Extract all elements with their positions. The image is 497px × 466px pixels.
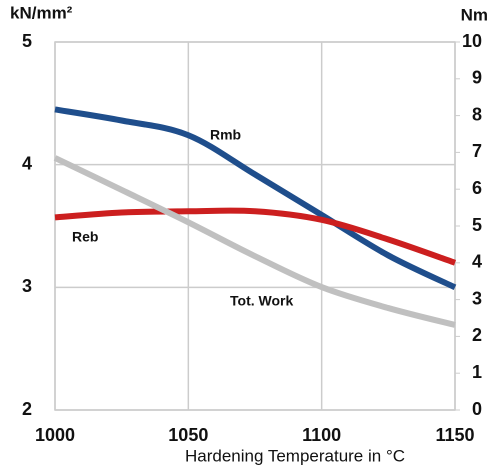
y2-tick-label: 0 <box>472 399 482 419</box>
x-tick-label: 1000 <box>35 425 75 445</box>
y2-axis-label: Nm <box>461 5 488 24</box>
x-axis-label: Hardening Temperature in °C <box>185 446 405 465</box>
series-label: Tot. Work <box>230 293 293 309</box>
y2-tick-label: 1 <box>472 362 482 382</box>
x-tick-label: 1100 <box>302 425 341 445</box>
y2-tick-label: 5 <box>472 215 482 235</box>
y-tick-label: 5 <box>22 31 32 51</box>
line <box>54 207 456 266</box>
x-tick-label: 1050 <box>168 425 208 445</box>
line <box>54 106 457 291</box>
y2-tick-label: 2 <box>472 325 482 345</box>
x-tick-label: 1150 <box>435 425 474 445</box>
plot-area <box>54 41 456 411</box>
series-label: Reb <box>72 229 98 245</box>
y2-tick-label: 10 <box>462 31 482 51</box>
y-tick-label: 2 <box>22 399 32 419</box>
y-tick-label: 3 <box>22 276 32 296</box>
y-tick-label: 4 <box>22 153 32 173</box>
line <box>53 155 456 328</box>
y2-tick-label: 9 <box>472 68 482 88</box>
y2-tick-label: 3 <box>472 288 482 308</box>
y-axis-label: kN/mm² <box>10 3 73 22</box>
y2-tick-label: 7 <box>472 141 482 161</box>
y2-tick-label: 4 <box>472 252 482 272</box>
y2-tick-label: 6 <box>472 178 482 198</box>
y2-tick-label: 8 <box>472 104 482 124</box>
series-label: Rmb <box>210 127 241 143</box>
